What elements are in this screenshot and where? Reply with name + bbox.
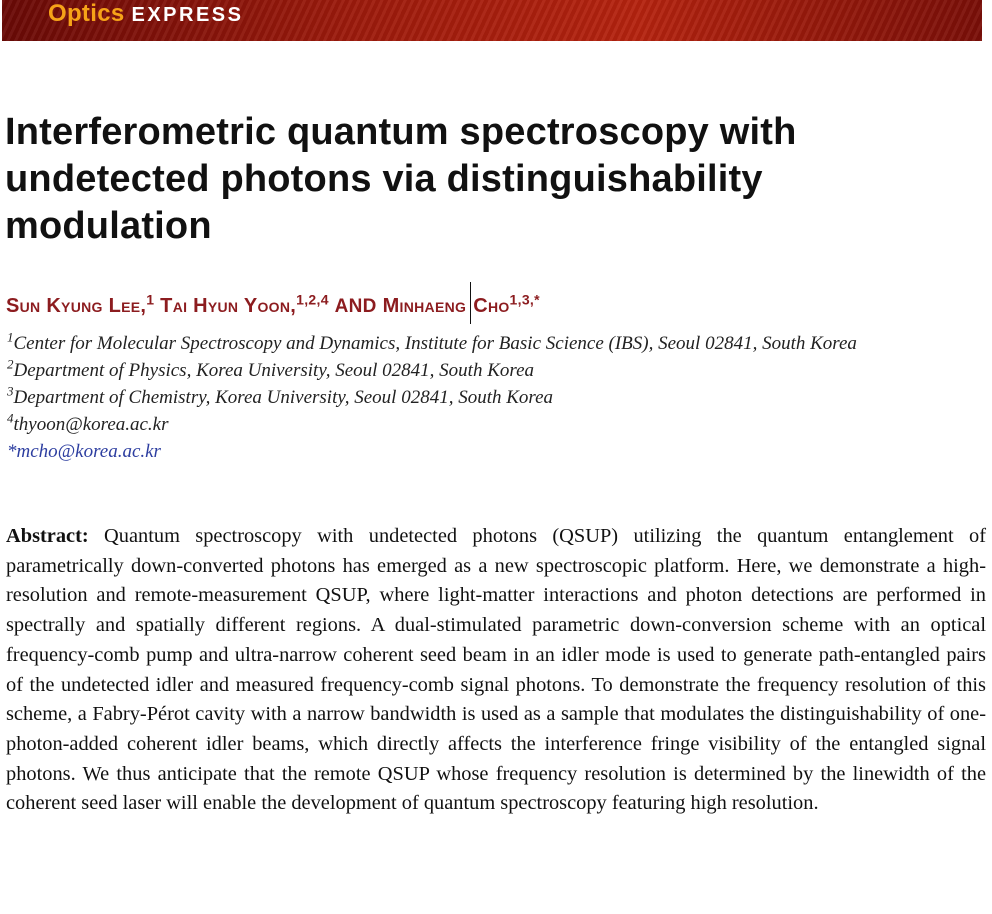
affiliation-number: 1 — [7, 329, 14, 345]
author-affiliation-mark: 1,3,* — [509, 291, 540, 308]
email-text: thyoon@korea.ac.kr — [13, 414, 169, 435]
journal-logo: Optics EXPRESS — [48, 0, 243, 28]
journal-banner: Optics EXPRESS — [2, 0, 982, 41]
affiliations: 1Center for Molecular Spectroscopy and D… — [7, 330, 967, 465]
abstract: Abstract: Quantum spectroscopy with unde… — [6, 522, 986, 819]
abstract-label: Abstract: — [6, 525, 89, 547]
journal-name-optics: Optics — [48, 0, 125, 27]
affiliation-item: *mcho@korea.ac.kr — [7, 438, 967, 465]
author-name: Cho — [473, 295, 510, 317]
affiliation-item: 4thyoon@korea.ac.kr — [7, 411, 967, 438]
paper-title: Interferometric quantum spectroscopy wit… — [5, 111, 797, 247]
affiliation-item: 1Center for Molecular Spectroscopy and D… — [7, 330, 967, 357]
author-conjunction: and — [334, 296, 377, 317]
affiliation-item: 3Department of Chemistry, Korea Universi… — [7, 384, 967, 411]
affiliation-text: Department of Chemistry, Korea Universit… — [13, 387, 554, 408]
affiliation-number: 3 — [7, 383, 14, 399]
author-name: Tai Hyun Yoon, — [160, 295, 297, 317]
affiliation-number: 4 — [7, 410, 14, 426]
affiliation-text: Department of Physics, Korea University,… — [13, 360, 535, 381]
journal-name-express: EXPRESS — [131, 4, 244, 26]
affiliation-item: 2Department of Physics, Korea University… — [7, 357, 967, 384]
abstract-text: Quantum spectroscopy with undetected pho… — [6, 525, 986, 815]
text-cursor — [470, 282, 472, 324]
corresponding-email-link[interactable]: *mcho@korea.ac.kr — [7, 441, 161, 462]
affiliation-number: 2 — [7, 356, 14, 372]
author-name: Sun Kyung Lee, — [6, 295, 147, 317]
author-list: Sun Kyung Lee,1 Tai Hyun Yoon,1,2,4 and … — [6, 282, 540, 324]
author-affiliation-mark: 1 — [146, 291, 155, 308]
author-name: Minhaeng — [382, 295, 467, 317]
author-affiliation-mark: 1,2,4 — [296, 291, 329, 308]
affiliation-text: Center for Molecular Spectroscopy and Dy… — [13, 333, 857, 354]
